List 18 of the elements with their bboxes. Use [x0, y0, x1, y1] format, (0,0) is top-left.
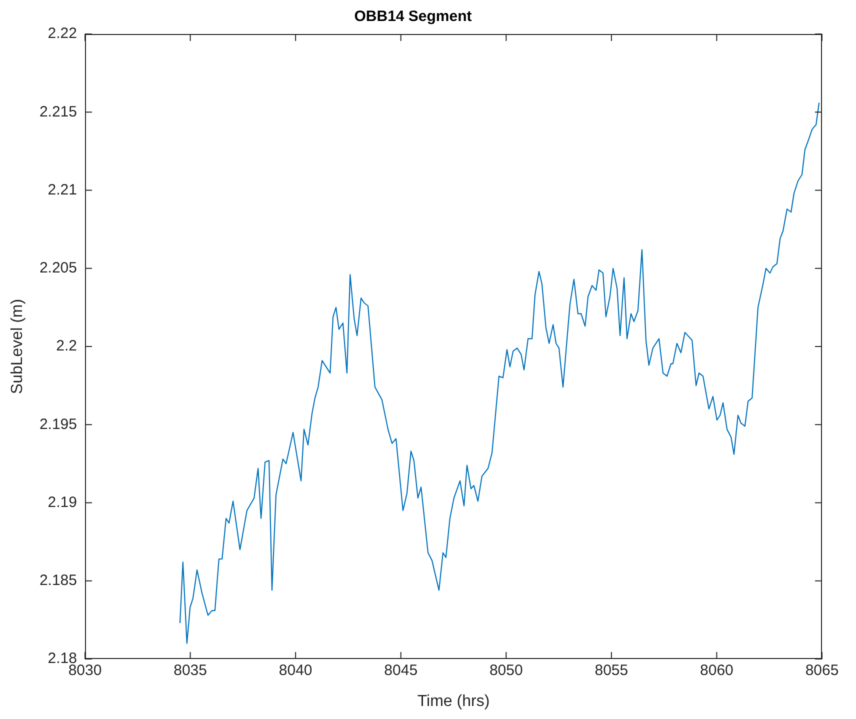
y-tick-label: 2.205	[39, 260, 77, 277]
chart-title: OBB14 Segment	[354, 8, 472, 26]
x-axis-title: Time (hrs)	[417, 692, 490, 710]
x-tick-label: 8055	[594, 662, 628, 680]
x-tick-label: 8050	[489, 662, 523, 680]
y-tick-label: 2.185	[39, 572, 77, 590]
y-tick-label: 2.22	[48, 25, 77, 42]
y-tick-label: 2.21	[48, 181, 77, 198]
y-tick-label: 2.19	[48, 494, 77, 511]
x-tick-label: 8060	[700, 662, 734, 680]
x-tick-label: 8035	[174, 662, 207, 680]
x-tick-label: 8040	[278, 662, 312, 680]
y-tick-label: 2.195	[39, 416, 77, 433]
y-axis-title: SubLevel (m)	[9, 298, 26, 394]
x-tick-label: 8065	[805, 662, 839, 680]
y-tick-label: 2.2	[56, 338, 77, 355]
y-tick-label: 2.215	[39, 103, 77, 120]
x-tick-label: 8045	[384, 662, 418, 680]
